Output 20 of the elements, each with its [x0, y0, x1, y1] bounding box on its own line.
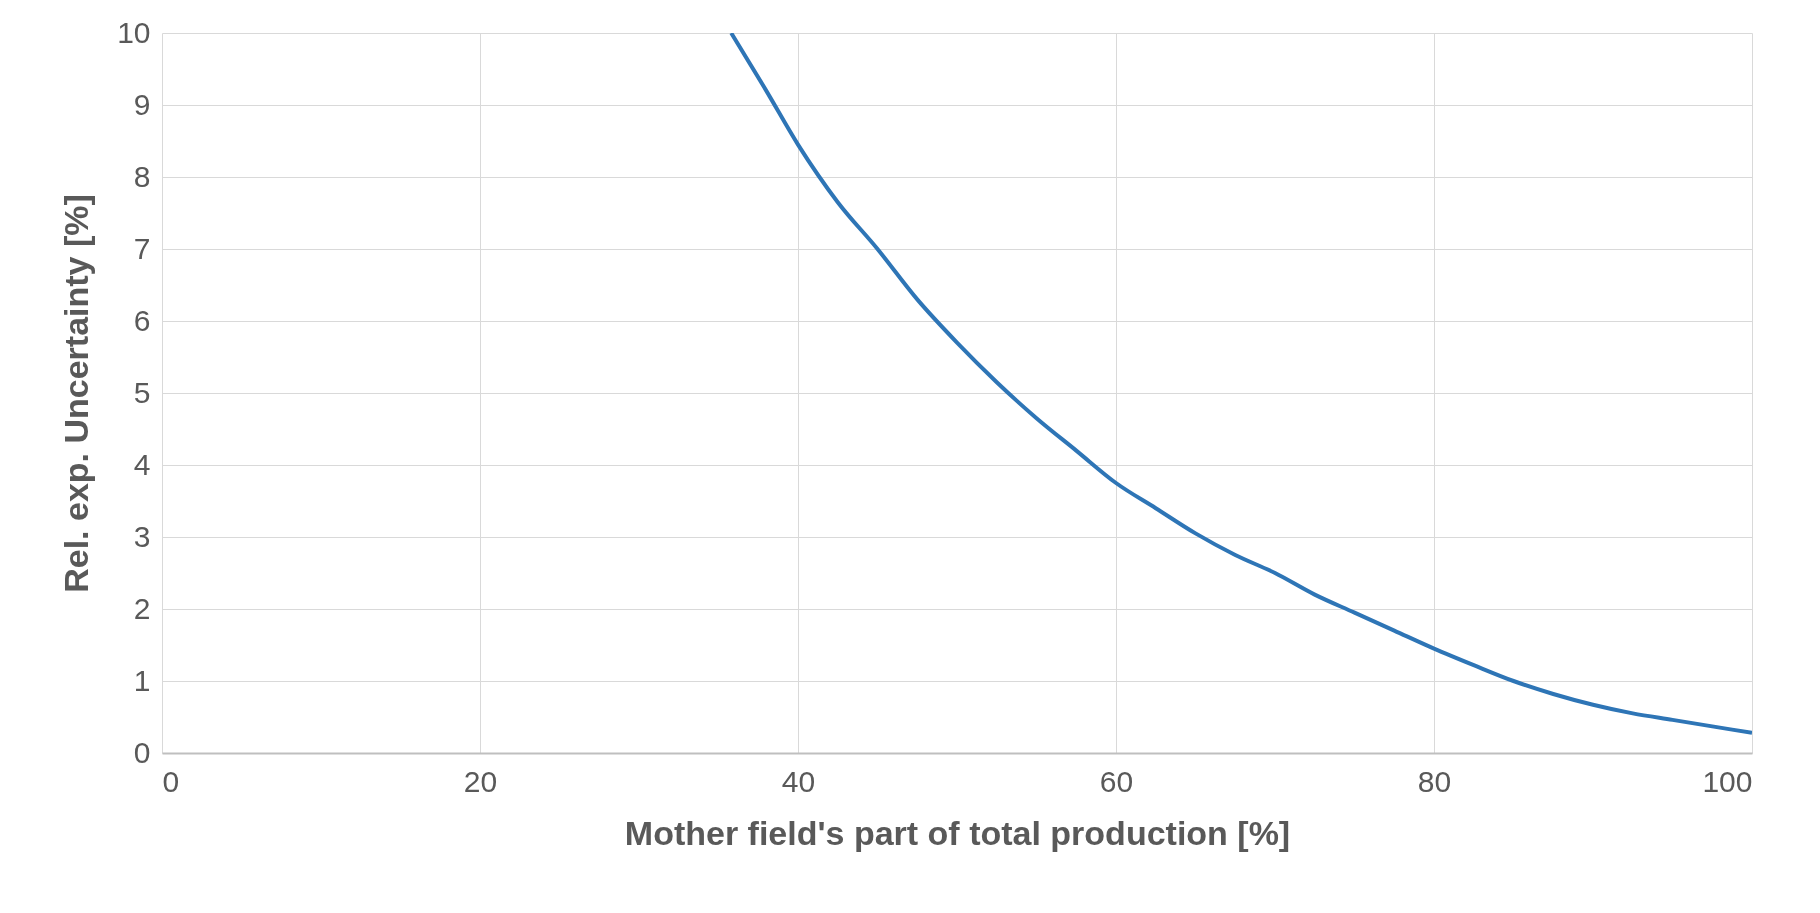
x-tick-label: 100 [1702, 764, 1753, 798]
y-tick-label: 9 [133, 87, 151, 121]
line-series [729, 33, 1752, 735]
y-tick-label: 3 [133, 519, 151, 553]
y-axis-title: Rel. exp. Uncertainty [%] [57, 194, 96, 593]
y-tick-label: 4 [133, 447, 151, 481]
y-tick-label: 5 [133, 375, 151, 409]
x-axis-title: Mother field's part of total production [%] [624, 813, 1291, 852]
y-tick-label: 7 [133, 231, 151, 265]
y-tick-label: 1 [133, 663, 151, 697]
x-tick-label: 40 [781, 764, 816, 798]
y-tick-label: 10 [117, 15, 151, 49]
x-tick-label: 80 [1417, 764, 1452, 798]
x-tick-label: 0 [162, 764, 180, 798]
y-tick-label: 8 [133, 159, 151, 193]
x-tick-label: 60 [1099, 764, 1134, 798]
y-tick-label: 2 [133, 591, 151, 625]
y-tick-label: 6 [133, 303, 151, 337]
y-tick-label: 0 [133, 735, 151, 769]
x-tick-label: 20 [463, 764, 498, 798]
